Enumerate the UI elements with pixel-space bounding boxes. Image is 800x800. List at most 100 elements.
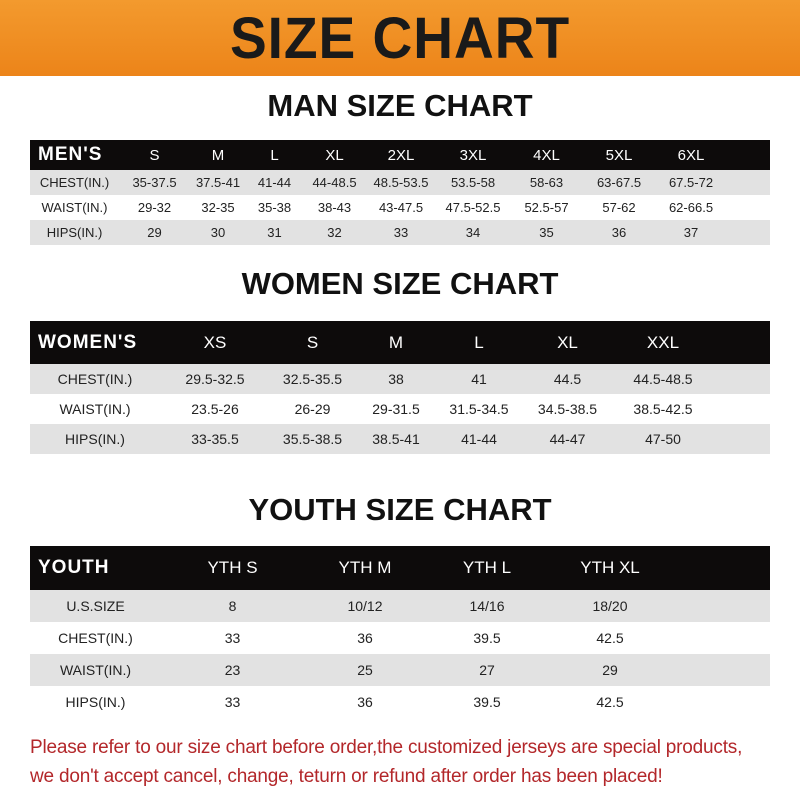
row-label: HIPS(IN.) xyxy=(65,694,126,710)
men-size-table: MEN'S S M L XL 2XL 3XL 4XL 5XL 6XL CHEST(IN.) 35-37… xyxy=(30,140,770,245)
table-row: WAIST(IN.) 23.5-26 26-29 29-31.5 31.5-34.5 34… xyxy=(30,394,770,424)
table-cell: 34.5-38.5 xyxy=(537,401,598,417)
order-notice: Please refer to our size chart before or… xyxy=(30,733,742,791)
table-cell: 27 xyxy=(479,662,495,678)
table-cell: 33 xyxy=(393,225,409,240)
size-header: 5XL xyxy=(605,146,633,164)
table-cell: 29.5-32.5 xyxy=(185,371,245,387)
table-cell: 35.5-38.5 xyxy=(282,431,343,447)
table-cell: 30 xyxy=(210,225,226,240)
size-header: S xyxy=(306,332,319,352)
table-cell: 33 xyxy=(224,630,241,646)
row-label: CHEST(IN.) xyxy=(58,630,133,646)
table-cell: 29-32 xyxy=(137,200,172,215)
table-cell: 23 xyxy=(224,662,241,678)
table-cell: 43-47.5 xyxy=(378,200,424,215)
table-cell: 41 xyxy=(471,371,487,387)
table-cell: 39.5 xyxy=(473,630,501,646)
row-label: HIPS(IN.) xyxy=(46,225,103,240)
table-cell: 44.5 xyxy=(553,371,582,387)
table-row: HIPS(IN.) 33-35.5 35.5-38.5 38.5-41 41-44 44-… xyxy=(30,424,770,454)
table-cell: 32.5-35.5 xyxy=(282,371,343,387)
table-cell: 53.5-58 xyxy=(450,175,496,190)
table-cell: 57-62 xyxy=(602,200,636,215)
men-title: MAN SIZE CHART xyxy=(267,88,533,123)
table-cell: 39.5 xyxy=(473,694,501,710)
table-cell: 8 xyxy=(228,598,237,614)
table-row: WAIST(IN.) 29-32 32-35 35-38 38-43 43-47.5 47.… xyxy=(30,195,770,220)
table-cell: 44-48.5 xyxy=(312,175,357,190)
table-cell: 41-44 xyxy=(461,431,497,447)
youth-size-table: YOUTH YTH S YTH M YTH L YTH XL U.S.SIZE 8 10/12… xyxy=(30,546,770,718)
table-cell: 37.5-41 xyxy=(195,175,241,190)
table-corner-label: WOMEN'S xyxy=(38,331,138,353)
table-row: CHEST(IN.) 29.5-32.5 32.5-35.5 38 41 44.5 44.5… xyxy=(30,364,770,394)
size-header: M xyxy=(211,146,225,164)
table-header-row: YOUTH YTH S YTH M YTH L YTH XL xyxy=(30,546,770,590)
row-label: WAIST(IN.) xyxy=(59,401,131,417)
size-header: 2XL xyxy=(387,146,415,164)
table-cell: 26-29 xyxy=(294,401,331,417)
table-cell: 38-43 xyxy=(317,200,352,215)
table-cell: 47.5-52.5 xyxy=(445,200,501,215)
size-header: 3XL xyxy=(459,146,487,164)
size-header: XXL xyxy=(646,332,680,352)
row-label: WAIST(IN.) xyxy=(41,200,108,215)
size-header: 6XL xyxy=(677,146,705,164)
size-header: S xyxy=(149,146,160,164)
size-header: L xyxy=(474,332,484,352)
table-row: HIPS(IN.) 33 36 39.5 42.5 xyxy=(30,686,770,718)
table-cell: 41-44 xyxy=(257,175,292,190)
table-cell: 42.5 xyxy=(596,694,624,710)
banner-title: SIZE CHART xyxy=(229,5,571,71)
table-header-row: MEN'S S M L XL 2XL 3XL 4XL 5XL 6XL xyxy=(30,140,770,170)
size-header: YTH M xyxy=(338,558,392,577)
table-cell: 18/20 xyxy=(592,598,628,614)
table-cell: 44-47 xyxy=(549,431,586,447)
women-size-table: WOMEN'S XS S M L XL XXL CHEST(IN.) 29.5-32.5 32.5… xyxy=(30,321,770,454)
table-cell: 62-66.5 xyxy=(668,200,714,215)
table-cell: 36 xyxy=(357,694,373,710)
row-label: HIPS(IN.) xyxy=(65,431,125,447)
size-header: XL xyxy=(325,146,344,164)
table-cell: 35-37.5 xyxy=(132,175,177,190)
table-cell: 34 xyxy=(465,225,481,240)
notice-line-1: Please refer to our size chart before or… xyxy=(30,737,743,758)
size-header: L xyxy=(270,146,279,164)
notice-line-2: we don't accept cancel, change, teturn o… xyxy=(30,766,663,787)
table-cell: 29-31.5 xyxy=(372,401,420,417)
size-chart-banner: SIZE CHART xyxy=(0,0,800,76)
table-cell: 29 xyxy=(602,662,618,678)
table-cell: 23.5-26 xyxy=(191,401,239,417)
table-cell: 35 xyxy=(539,225,554,240)
table-cell: 35-38 xyxy=(257,200,292,215)
size-header: XL xyxy=(557,332,578,352)
table-row: CHEST(IN.) 33 36 39.5 42.5 xyxy=(30,622,770,654)
table-cell: 32-35 xyxy=(201,200,235,215)
table-cell: 67.5-72 xyxy=(668,175,714,190)
table-cell: 36 xyxy=(611,225,627,240)
table-cell: 42.5 xyxy=(596,630,624,646)
table-cell: 25 xyxy=(357,662,373,678)
table-cell: 38 xyxy=(388,371,404,387)
size-header: YTH S xyxy=(207,558,258,577)
table-header-row: WOMEN'S XS S M L XL XXL xyxy=(30,321,770,364)
table-row: HIPS(IN.) 29 30 31 32 33 34 35 36 37 xyxy=(30,220,770,245)
table-cell: 52.5-57 xyxy=(524,200,569,215)
youth-title: YOUTH SIZE CHART xyxy=(248,492,552,527)
row-label: CHEST(IN.) xyxy=(39,175,110,190)
table-cell: 63-67.5 xyxy=(596,175,642,190)
table-cell: 14/16 xyxy=(469,598,505,614)
table-row: CHEST(IN.) 35-37.5 37.5-41 41-44 44-48.5 48.5… xyxy=(30,170,770,195)
table-cell: 33 xyxy=(224,694,241,710)
table-cell: 38.5-41 xyxy=(372,431,420,447)
size-header: M xyxy=(388,332,404,352)
table-cell: 48.5-53.5 xyxy=(373,175,429,190)
women-title: WOMEN SIZE CHART xyxy=(241,266,559,301)
table-cell: 37 xyxy=(683,225,699,240)
size-header: YTH XL xyxy=(580,558,640,577)
table-cell: 44.5-48.5 xyxy=(633,371,693,387)
table-corner-label: MEN'S xyxy=(38,144,103,165)
table-corner-label: YOUTH xyxy=(38,557,110,578)
size-header: XS xyxy=(203,332,227,352)
